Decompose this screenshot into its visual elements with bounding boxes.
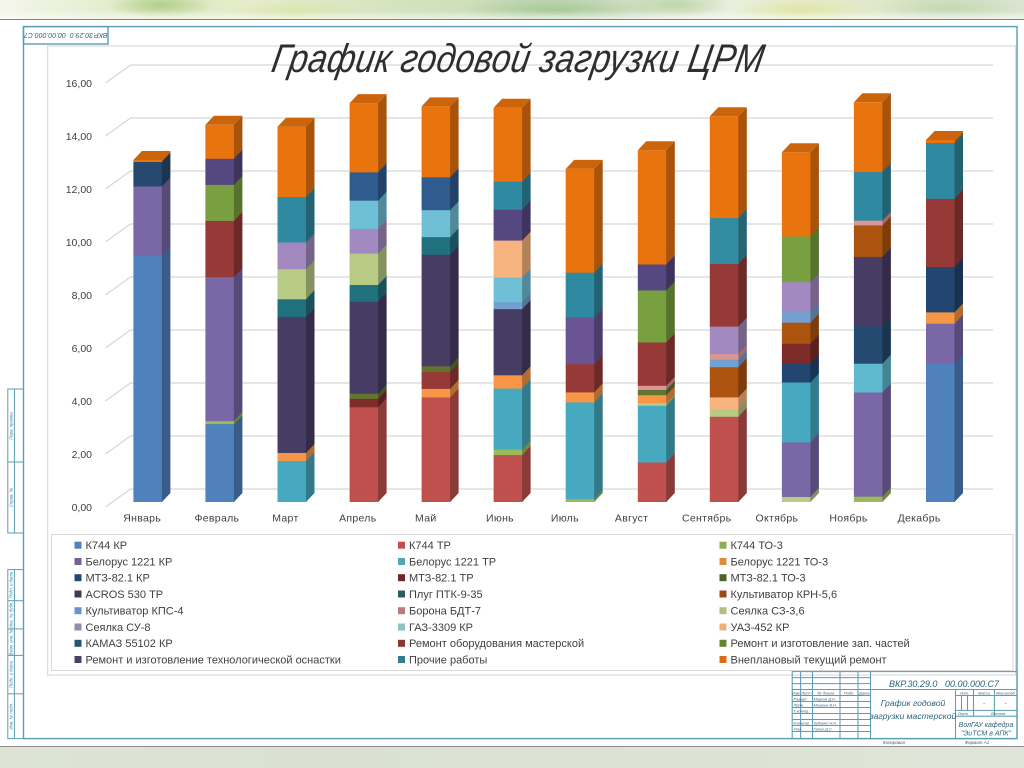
svg-text:К744 ТО-3: К744 ТО-3 (731, 540, 783, 552)
svg-text:Копировал: Копировал (883, 740, 906, 745)
svg-text:Декабрь: Декабрь (898, 513, 941, 525)
svg-text:Марков Д.Н.: Марков Д.Н. (814, 696, 836, 701)
svg-text:Сеялка СЗ-3,6: Сеялка СЗ-3,6 (731, 606, 805, 618)
svg-text:Борона БДТ-7: Борона БДТ-7 (409, 606, 481, 618)
svg-text:Сеялка СУ-8: Сеялка СУ-8 (86, 622, 151, 634)
svg-text:Подп. и дата: Подп. и дата (9, 661, 14, 689)
svg-text:Июль: Июль (551, 513, 579, 525)
svg-text:Прочие работы: Прочие работы (409, 654, 487, 666)
svg-text:Перв. примен.: Перв. примен. (9, 411, 14, 440)
svg-text:График годовой: График годовой (881, 698, 946, 708)
svg-text:К744 ТР: К744 ТР (409, 540, 451, 552)
svg-text:Ремонт оборудования мастерской: Ремонт оборудования мастерской (409, 638, 584, 650)
svg-text:Плуг ПТК-9-35: Плуг ПТК-9-35 (409, 589, 483, 601)
svg-text:Масштаб: Масштаб (996, 690, 1015, 695)
svg-text:Культиватор КПС-4: Культиватор КПС-4 (86, 606, 184, 618)
svg-text:Октябрь: Октябрь (755, 513, 798, 525)
svg-text:ВКР.30.29.0 00.00.000.С7: ВКР.30.29.0 00.00.000.С7 (23, 31, 108, 38)
svg-text:МТЗ-82.1 КР: МТЗ-82.1 КР (86, 573, 150, 585)
svg-text:Внеплановый текущий ремонт: Внеплановый текущий ремонт (731, 654, 887, 666)
svg-text:Утв.: Утв. (794, 726, 803, 731)
svg-text:Февраль: Февраль (195, 513, 240, 525)
svg-text:Сентябрь: Сентябрь (682, 513, 732, 525)
svg-text:6,00: 6,00 (72, 343, 93, 355)
svg-text:Пров.: Пров. (794, 702, 804, 707)
svg-text:График годовой загрузки ЦРМ: График годовой загрузки ЦРМ (269, 36, 769, 81)
svg-text:МТЗ-82.1 ТО-3: МТЗ-82.1 ТО-3 (731, 573, 806, 585)
svg-text:Инв. № подл.: Инв. № подл. (9, 703, 14, 730)
svg-text:0,00: 0,00 (72, 502, 93, 514)
svg-text:Апрель: Апрель (339, 513, 377, 525)
svg-text:Ремонт и изготовление зап. час: Ремонт и изготовление зап. частей (731, 638, 910, 650)
svg-text:-: - (983, 701, 985, 707)
svg-text:Июнь: Июнь (486, 513, 514, 525)
svg-text:Н.контр.: Н.контр. (794, 720, 810, 725)
svg-text:ГАЗ-3309 КР: ГАЗ-3309 КР (409, 622, 473, 634)
svg-text:10,00: 10,00 (66, 237, 92, 249)
svg-text:№ докум.: № докум. (817, 690, 835, 695)
svg-text:Листов: Листов (990, 711, 1006, 716)
svg-text:Гапич Д.С.: Гапич Д.С. (814, 726, 833, 731)
svg-text:ВолГАУ кафедра: ВолГАУ кафедра (959, 721, 1014, 729)
svg-text:Ноябрь: Ноябрь (829, 513, 867, 525)
svg-text:Справ. №: Справ. № (9, 487, 14, 507)
svg-text:МТЗ-82.1 ТР: МТЗ-82.1 ТР (409, 573, 474, 585)
svg-text:загрузки мастерской: загрузки мастерской (869, 711, 957, 721)
svg-text:12,00: 12,00 (66, 184, 92, 196)
svg-text:14,00: 14,00 (66, 131, 92, 143)
svg-text:Инв. № дубл.: Инв. № дубл. (9, 602, 14, 628)
svg-text:Мишкин В.Н.: Мишкин В.Н. (814, 702, 837, 707)
svg-text:К744 КР: К744 КР (86, 540, 128, 552)
svg-text:Белорус 1221 ТО-3: Белорус 1221 ТО-3 (731, 556, 829, 568)
svg-text:Культиватор КРН-5,6: Культиватор КРН-5,6 (731, 589, 838, 601)
svg-text:ВКР.30.29.0 00.00.000.С7: ВКР.30.29.0 00.00.000.С7 (889, 679, 1000, 689)
svg-text:Белорус 1221 ТР: Белорус 1221 ТР (409, 556, 496, 568)
svg-text:2,00: 2,00 (72, 449, 93, 461)
svg-text:8,00: 8,00 (72, 290, 93, 302)
svg-text:Ремонт и изготовление технолог: Ремонт и изготовление технологической ос… (86, 654, 341, 666)
svg-text:Изм.: Изм. (792, 690, 801, 695)
svg-text:Разраб.: Разраб. (794, 696, 808, 701)
svg-text:"ЭиТСМ в АПК": "ЭиТСМ в АПК" (961, 731, 1012, 738)
svg-text:Дата: Дата (858, 690, 870, 695)
svg-text:Март: Март (272, 513, 298, 525)
svg-text:Взам. инв. №: Взам. инв. № (9, 628, 14, 655)
svg-text:Лист: Лист (800, 690, 812, 695)
svg-text:Формат А1: Формат А1 (965, 740, 990, 745)
svg-text:Январь: Январь (123, 513, 161, 525)
svg-text:16,00: 16,00 (66, 78, 92, 90)
svg-text:-: - (1005, 701, 1007, 707)
svg-text:УАЗ-452 КР: УАЗ-452 КР (731, 622, 790, 634)
svg-text:4,00: 4,00 (72, 396, 93, 408)
svg-text:Белорус 1221 КР: Белорус 1221 КР (86, 556, 173, 568)
svg-text:Зубенко Н.Н.: Зубенко Н.Н. (814, 720, 838, 725)
svg-text:ACROS 530 ТР: ACROS 530 ТР (86, 589, 164, 601)
svg-text:Подп. и дата: Подп. и дата (9, 571, 14, 599)
svg-text:Лист: Лист (957, 711, 969, 716)
svg-text:Подп.: Подп. (844, 690, 855, 695)
svg-text:Лит.: Лит. (959, 690, 969, 695)
svg-text:КАМАЗ 55102 КР: КАМАЗ 55102 КР (86, 638, 173, 650)
svg-text:Масса: Масса (978, 690, 991, 695)
svg-text:Май: Май (415, 513, 436, 525)
svg-text:Август: Август (615, 513, 648, 525)
svg-text:Т.контр.: Т.контр. (794, 708, 810, 713)
